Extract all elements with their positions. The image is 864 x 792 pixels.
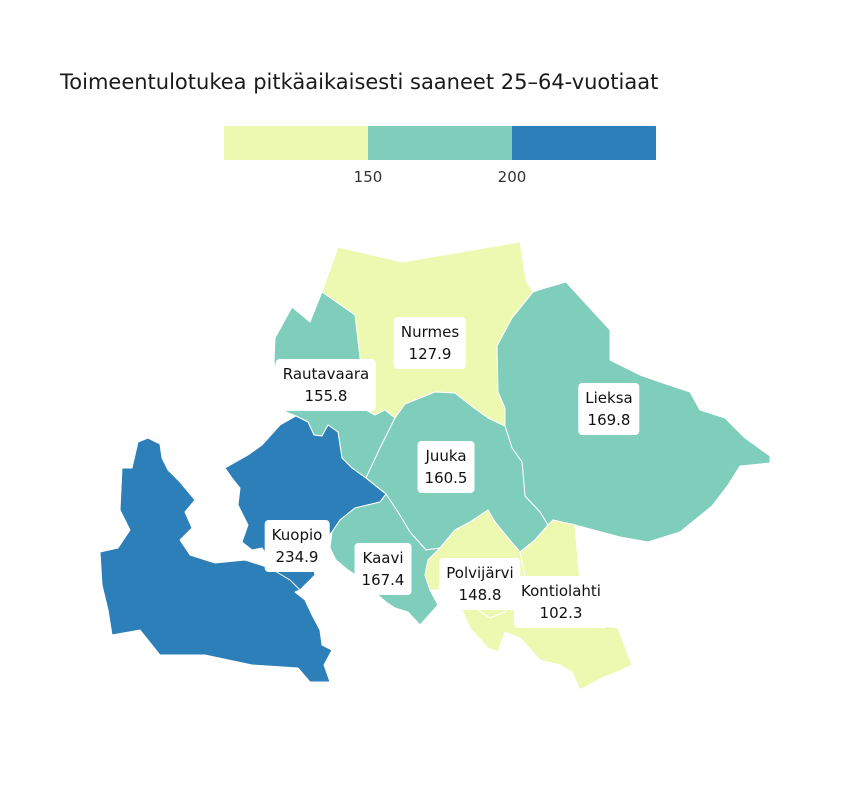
label-value: 155.8 bbox=[304, 387, 348, 405]
label-name: Kuopio bbox=[271, 526, 323, 544]
legend-bin-high bbox=[512, 126, 656, 160]
label-value: 127.9 bbox=[408, 345, 452, 363]
label-juuka: Juuka 160.5 bbox=[417, 441, 475, 493]
label-value: 234.9 bbox=[275, 548, 319, 566]
label-name: Juuka bbox=[425, 447, 467, 465]
legend-bin-low bbox=[224, 126, 368, 160]
label-value: 160.5 bbox=[424, 469, 468, 487]
label-name: Nurmes bbox=[400, 323, 460, 341]
map-title: Toimeentulotukea pitkäaikaisesti saaneet… bbox=[60, 70, 659, 94]
label-name: Kaavi bbox=[362, 549, 404, 567]
label-value: 167.4 bbox=[361, 571, 405, 589]
legend-tick-150: 150 bbox=[353, 168, 383, 186]
label-name: Polvijärvi bbox=[446, 564, 514, 582]
label-kaavi: Kaavi 167.4 bbox=[354, 543, 412, 595]
label-kontiolahti: Kontiolahti 102.3 bbox=[514, 576, 608, 628]
label-nurmes: Nurmes 127.9 bbox=[393, 317, 467, 369]
label-lieksa: Lieksa 169.8 bbox=[578, 383, 640, 435]
label-name: Rautavaara bbox=[282, 365, 370, 383]
label-value: 169.8 bbox=[587, 411, 631, 429]
label-kuopio: Kuopio 234.9 bbox=[264, 520, 330, 572]
legend-bin-mid bbox=[368, 126, 512, 160]
label-rautavaara: Rautavaara 155.8 bbox=[275, 359, 377, 411]
label-polvijarvi: Polvijärvi 148.8 bbox=[439, 558, 521, 610]
label-name: Kontiolahti bbox=[521, 582, 601, 600]
label-value: 148.8 bbox=[458, 586, 502, 604]
label-name: Lieksa bbox=[585, 389, 633, 407]
label-value: 102.3 bbox=[539, 604, 583, 622]
legend-tick-200: 200 bbox=[497, 168, 527, 186]
